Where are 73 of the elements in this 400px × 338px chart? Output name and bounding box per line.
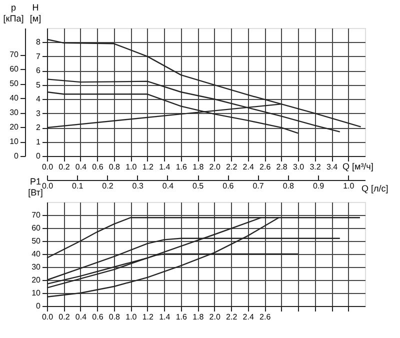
x-tick-label: 0.2 [58, 312, 70, 322]
x-tick-label: 2.4 [242, 162, 254, 172]
x-tick-label: 0.8 [108, 162, 121, 172]
y-tick-label: 6 [36, 66, 42, 76]
x2-tick-label: 0.4 [162, 182, 174, 190]
y2-tick-label: 70 [10, 50, 20, 60]
x-tick-label: 1.8 [192, 162, 204, 172]
y-tick-label: 40 [32, 250, 42, 258]
y-tick-label: 70 [32, 210, 42, 220]
x-tick-label: 0.8 [108, 312, 121, 322]
x-tick-label: 0.0 [42, 312, 54, 322]
x-tick-label: 1.2 [142, 162, 154, 172]
y-tick-label: 3 [36, 108, 42, 118]
x-tick-label: 2.0 [209, 312, 221, 322]
x-tick-label: 3.0 [292, 162, 305, 172]
y2-tick-label: 30 [10, 108, 20, 118]
y-tick-label: 30 [32, 262, 42, 272]
y2-tick-label: 50 [10, 79, 20, 88]
y-tick-label: 0 [36, 302, 42, 310]
x-tick-label: 1.4 [159, 312, 171, 322]
x-tick-label: 0.0 [42, 162, 54, 172]
x-tick-label: 0.2 [58, 162, 70, 172]
x2-tick-label: 0.0 [42, 182, 54, 190]
y-tick-label: 0 [36, 152, 42, 160]
y-tick-label: 20 [32, 276, 42, 284]
x2-tick-label: 0.6 [222, 182, 234, 190]
x2-tick-label: 0.5 [192, 182, 204, 190]
x2-tick-label: 1.0 [343, 182, 355, 190]
x-axis-title: Q [м³/ч] [342, 162, 374, 172]
y2-axis-title: p [кПа] [3, 2, 24, 24]
x2-tick-label: 0.3 [132, 182, 144, 190]
x2-tick-label: 0.8 [282, 182, 295, 190]
y-axis-title: P1 [Вт] [28, 176, 43, 198]
y2-tick-label: 60 [10, 64, 20, 74]
x2-axis-title: Q [л/с] [362, 184, 388, 194]
y-tick-label: 1 [36, 137, 42, 146]
x-tick-label: 0.6 [92, 162, 104, 172]
x-tick-label: 1.2 [142, 312, 154, 322]
x-tick-label: 3.2 [310, 162, 322, 172]
y-tick-label: 10 [32, 288, 42, 298]
x-tick-label: 0.4 [75, 162, 88, 172]
x-tick-label: 2.6 [260, 312, 272, 322]
x-tick-label: 2.0 [209, 162, 221, 172]
y-axis-title: H [м] [30, 2, 42, 24]
x-tick-label: 0.6 [92, 312, 104, 322]
y-tick-label: 50 [32, 236, 42, 246]
x2-tick-label: 0.9 [312, 182, 325, 190]
y-tick-label: 5 [36, 80, 42, 90]
x-tick-label: 1.0 [126, 312, 138, 322]
y-tick-label: 60 [32, 224, 42, 232]
x2-tick-label: 0.2 [102, 182, 114, 190]
x-tick-label: 2.4 [242, 312, 254, 322]
y2-tick-label: 20 [10, 122, 20, 132]
y-tick-label: 8 [36, 38, 42, 47]
x-tick-label: 2.6 [260, 162, 272, 172]
x-tick-label: 1.0 [126, 162, 138, 172]
x-tick-label: 3.4 [326, 162, 338, 172]
y-tick-label: 7 [36, 52, 42, 61]
x-tick-label: 1.6 [176, 162, 188, 172]
x2-tick-label: 0.1 [72, 182, 84, 190]
y2-tick-label: 40 [10, 94, 20, 103]
y2-tick-label: 10 [10, 137, 20, 146]
y-tick-label: 2 [36, 123, 42, 132]
x-tick-label: 0.4 [75, 312, 88, 322]
x-tick-label: 2.2 [226, 162, 238, 172]
x-tick-label: 1.6 [176, 312, 188, 322]
y2-tick-label: 0 [14, 152, 20, 160]
x2-tick-label: 0.7 [252, 182, 264, 190]
x-tick-label: 2.2 [226, 312, 238, 322]
y-tick-label: 4 [36, 94, 42, 104]
x-tick-label: 1.4 [159, 162, 171, 172]
x-tick-label: 2.8 [276, 162, 288, 172]
x-tick-label: 1.8 [192, 312, 204, 322]
